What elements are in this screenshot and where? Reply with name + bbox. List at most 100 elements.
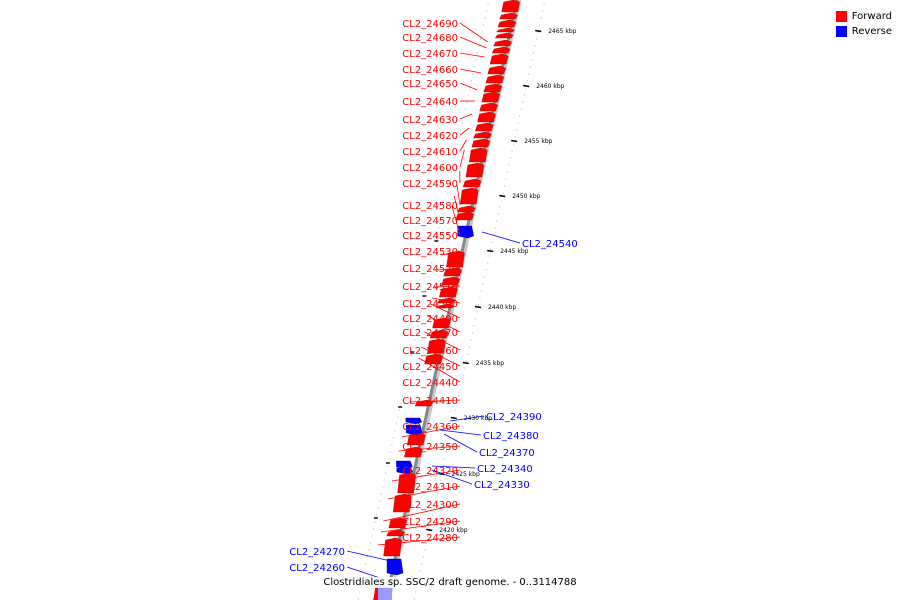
gene-label-forward[interactable]: CL2_24550 — [402, 231, 458, 242]
inner-track-dot — [379, 500, 381, 502]
gene-label-forward[interactable]: CL2_24300 — [402, 500, 458, 511]
legend: Forward Reverse — [835, 9, 892, 39]
inner-track-dot — [437, 234, 439, 236]
gene-label-forward[interactable]: CL2_24280 — [402, 533, 458, 544]
gene-label-forward[interactable]: CL2_24440 — [402, 378, 458, 389]
inner-track-dot — [461, 122, 463, 124]
inner-track-dot — [434, 248, 436, 250]
gene-label-forward[interactable]: CL2_24450 — [402, 362, 458, 373]
inner-track-dot — [427, 276, 430, 278]
kbp-tick-label: 2455 kbp — [524, 138, 552, 145]
gene-label-forward[interactable]: CL2_24660 — [402, 65, 458, 76]
forward-gene-block — [429, 329, 449, 339]
forward-gene-block — [455, 211, 475, 221]
inner-track-dot — [482, 24, 485, 26]
gene-label-reverse[interactable]: CL2_24390 — [486, 412, 542, 423]
gene-label-forward[interactable]: CL2_24360 — [402, 422, 458, 433]
inner-track-dot — [421, 304, 423, 306]
legend-item-reverse: Reverse — [835, 24, 892, 39]
gene-label-forward[interactable]: CL2_24600 — [402, 163, 458, 174]
outer-track-dot — [424, 549, 426, 551]
inner-track-dot — [450, 171, 453, 173]
inner-track-dot — [455, 150, 457, 152]
outer-track-dot — [525, 87, 527, 89]
forward-gene-block — [435, 303, 455, 309]
gene-label-reverse[interactable]: CL2_24370 — [479, 448, 535, 459]
outer-track-dot — [430, 521, 432, 523]
outer-track-dot — [465, 360, 467, 362]
gene-label-forward[interactable]: CL2_24650 — [402, 79, 458, 90]
gene-label-forward[interactable]: CL2_24610 — [402, 147, 458, 158]
kbp-tick-label: 2465 kbp — [548, 28, 576, 35]
outer-track-dot — [458, 395, 460, 397]
inner-track-dot — [423, 297, 425, 299]
gene-label-forward[interactable]: CL2_24640 — [402, 97, 458, 108]
outer-track-dot — [529, 66, 532, 68]
forward-gene-block — [497, 19, 517, 28]
kbp-tick-label: 2430 kbp — [464, 415, 492, 422]
gene-label-reverse[interactable]: CL2_24330 — [474, 480, 530, 491]
inner-track-dot — [389, 451, 391, 453]
forward-gene-block — [483, 83, 503, 93]
kbp-tick-mark — [487, 249, 494, 253]
kbp-tick-mark — [426, 528, 433, 532]
forward-gene-block — [443, 267, 462, 277]
inner-track-dot — [377, 507, 379, 509]
gene-label-forward[interactable]: CL2_24510 — [402, 282, 458, 293]
gene-label-forward[interactable]: CL2_24500 — [402, 299, 458, 310]
gene-label-forward[interactable]: CL2_24530 — [402, 247, 458, 258]
forward-gene-block — [468, 147, 488, 163]
gene-label-forward[interactable]: CL2_24350 — [402, 442, 458, 453]
outer-track-dot — [543, 3, 545, 5]
inner-track-dot — [409, 360, 411, 362]
gene-label-forward[interactable]: CL2_24580 — [402, 201, 458, 212]
outer-track-dot — [432, 514, 434, 516]
gene-leader-line — [459, 113, 473, 120]
inner-track-dot — [369, 542, 372, 544]
outer-track-dot — [456, 402, 458, 404]
gene-label-forward[interactable]: CL2_24470 — [402, 328, 458, 339]
gene-label-forward[interactable]: CL2_24670 — [402, 49, 458, 60]
gene-label-reverse[interactable]: CL2_24380 — [483, 431, 539, 442]
gene-label-forward[interactable]: CL2_24630 — [402, 115, 458, 126]
gene-label-forward[interactable]: CL2_24520 — [402, 264, 458, 275]
forward-gene-block — [465, 162, 485, 178]
forward-gene-block — [471, 138, 491, 148]
forward-gene-block — [481, 91, 501, 103]
forward-gene-block — [424, 353, 443, 365]
forward-gene-block — [493, 39, 512, 47]
gene-label-reverse[interactable]: CL2_24340 — [477, 464, 533, 475]
gene-leader-line — [427, 315, 461, 333]
gene-label-forward[interactable]: CL2_24290 — [402, 517, 458, 528]
gene-label-reverse[interactable]: CL2_24540 — [522, 239, 578, 250]
gene-label-forward[interactable]: CL2_24490 — [402, 314, 458, 325]
gene-label-forward[interactable]: CL2_24590 — [402, 179, 458, 190]
gene-label-forward[interactable]: CL2_24570 — [402, 216, 458, 227]
gene-leader-line — [441, 250, 461, 256]
inner-track-dot — [417, 325, 419, 327]
inner-track-dot — [359, 591, 361, 593]
inner-track-dot — [382, 486, 384, 488]
gene-label-forward[interactable]: CL2_24620 — [402, 131, 458, 142]
kbp-tick-label: 2425 kbp — [452, 471, 480, 478]
gene-label-forward[interactable]: CL2_24690 — [402, 19, 458, 30]
gene-label-forward[interactable]: CL2_24310 — [402, 482, 458, 493]
gene-leader-line — [431, 297, 461, 304]
outer-track-dot — [519, 115, 521, 117]
gene-leader-line — [383, 503, 461, 522]
gene-leader-line — [434, 285, 461, 288]
gene-label-forward[interactable]: CL2_24320 — [402, 466, 458, 477]
gene-leader-line — [424, 331, 461, 351]
gene-label-forward[interactable]: CL2_24410 — [402, 396, 458, 407]
inner-track-dot — [411, 353, 413, 355]
gene-label-forward[interactable]: CL2_24680 — [402, 33, 458, 44]
gene-leader-line — [421, 346, 461, 367]
inner-track-dot — [441, 213, 443, 215]
kbp-tick-label: 2450 kbp — [512, 193, 540, 200]
outer-track-dot — [459, 388, 461, 390]
gene-label-reverse[interactable]: CL2_24260 — [289, 563, 345, 574]
forward-gene-block — [491, 46, 511, 54]
gene-leader-line — [459, 68, 482, 74]
gene-label-reverse[interactable]: CL2_24270 — [289, 547, 345, 558]
